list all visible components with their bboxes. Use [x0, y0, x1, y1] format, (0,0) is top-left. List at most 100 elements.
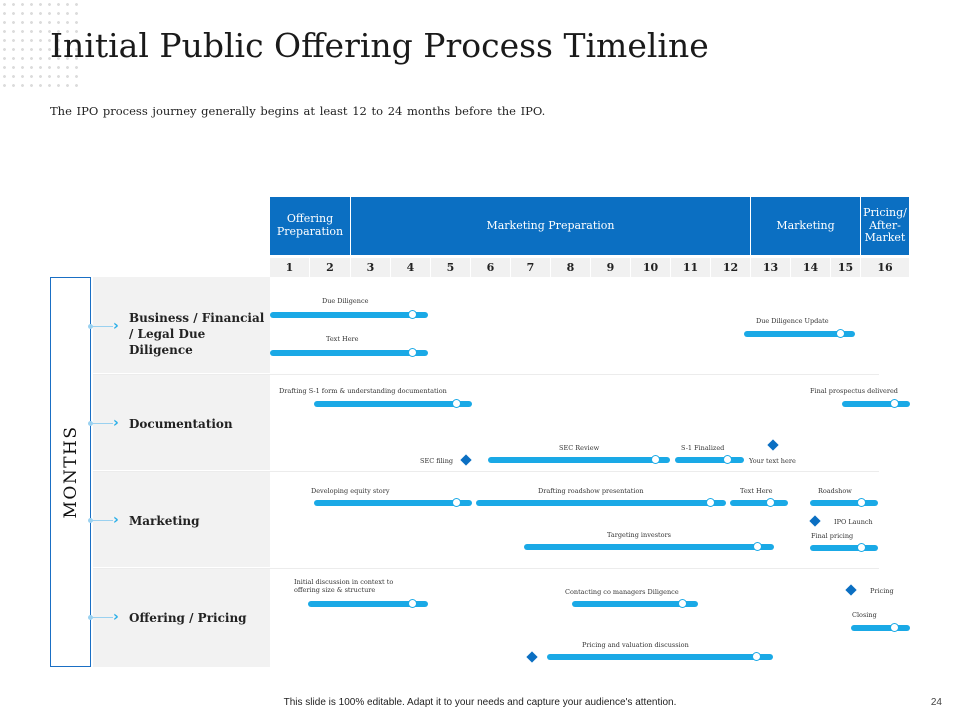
- connector-dot: [88, 615, 93, 620]
- milestone-label: IPO Launch: [834, 518, 873, 526]
- connector-dot: [88, 421, 93, 426]
- month-4: 4: [391, 258, 431, 277]
- connector-line: [91, 520, 113, 521]
- task-bar-knob: [857, 543, 866, 552]
- phase-offering-preparation: Offering Preparation: [270, 197, 351, 255]
- task-label: SEC Review: [559, 444, 600, 452]
- page-subtitle: The IPO process journey generally begins…: [50, 104, 546, 118]
- row-divider: [93, 471, 879, 472]
- milestone-diamond: [460, 454, 472, 466]
- task-bar: [270, 312, 428, 318]
- chevron-right-icon: ›: [113, 609, 119, 625]
- month-6: 6: [471, 258, 511, 277]
- month-8: 8: [551, 258, 591, 277]
- task-bar-knob: [857, 498, 866, 507]
- task-bar-knob: [890, 623, 899, 632]
- task-bar: [851, 625, 910, 631]
- months-axis-box: MONTHS: [50, 277, 91, 667]
- task-label: Drafting roadshow presentation: [538, 487, 644, 495]
- decorative-dot-grid: [0, 0, 80, 88]
- task-bar: [476, 500, 726, 506]
- category-label-due-diligence: Business / Financial / Legal Due Diligen…: [129, 311, 265, 357]
- task-bar-knob: [452, 498, 461, 507]
- milestone-label: SEC filing: [420, 457, 454, 465]
- category-label-documentation: Documentation: [129, 417, 233, 431]
- task-bar: [547, 654, 773, 660]
- chevron-right-icon: ›: [113, 512, 119, 528]
- task-label: Text Here: [740, 487, 773, 495]
- task-bar-knob: [836, 329, 845, 338]
- month-2: 2: [310, 258, 351, 277]
- month-11: 11: [671, 258, 711, 277]
- task-label: Final prospectus delivered: [810, 387, 898, 395]
- task-bar: [842, 401, 910, 407]
- task-bar: [270, 350, 428, 356]
- task-label: Drafting S-1 form & understanding docume…: [279, 387, 447, 395]
- task-label: Roadshow: [818, 487, 852, 495]
- month-3: 3: [351, 258, 391, 277]
- task-bar-knob: [706, 498, 715, 507]
- task-label: Final pricing: [811, 532, 854, 540]
- month-13: 13: [751, 258, 791, 277]
- milestone-label: Pricing: [870, 587, 894, 595]
- page-title: Initial Public Offering Process Timeline: [50, 26, 709, 65]
- month-15: 15: [831, 258, 861, 277]
- task-bar-knob: [408, 310, 417, 319]
- task-bar: [730, 500, 788, 506]
- phase-pricing-after-market: Pricing/ After-Market: [861, 197, 910, 255]
- milestone-diamond: [845, 584, 857, 596]
- connector-line: [91, 423, 113, 424]
- category-label-offering-pricing: Offering / Pricing: [129, 611, 247, 625]
- task-bar: [314, 500, 472, 506]
- category-panel-documentation: [93, 375, 270, 470]
- months-axis-label: MONTHS: [60, 425, 81, 519]
- task-bar: [744, 331, 855, 337]
- task-label: Targeting investors: [607, 531, 672, 539]
- task-bar-knob: [408, 599, 417, 608]
- task-label: Pricing and valuation discussion: [582, 641, 689, 649]
- task-bar: [810, 500, 878, 506]
- connector-line: [91, 326, 113, 327]
- category-panel-marketing: [93, 472, 270, 567]
- milestone-diamond: [526, 651, 538, 663]
- row-divider: [93, 374, 879, 375]
- task-label: Due Diligence: [322, 297, 369, 305]
- task-bar-knob: [753, 542, 762, 551]
- milestone-diamond: [767, 439, 779, 451]
- task-bar-knob: [723, 455, 732, 464]
- month-12: 12: [711, 258, 751, 277]
- task-bar: [308, 601, 428, 607]
- connector-dot: [88, 324, 93, 329]
- category-label-marketing: Marketing: [129, 514, 200, 528]
- row-divider: [93, 568, 879, 569]
- task-bar-knob: [766, 498, 775, 507]
- task-bar-knob: [651, 455, 660, 464]
- task-bar: [810, 545, 878, 551]
- month-16: 16: [861, 258, 910, 277]
- task-bar-knob: [452, 399, 461, 408]
- month-1: 1: [270, 258, 310, 277]
- category-panel-offering-pricing: [93, 569, 270, 667]
- connector-dot: [88, 518, 93, 523]
- task-label: Closing: [852, 611, 877, 619]
- task-bar-knob: [752, 652, 761, 661]
- milestone-diamond: [809, 515, 821, 527]
- phase-marketing: Marketing: [751, 197, 861, 255]
- month-7: 7: [511, 258, 551, 277]
- task-bar-knob: [678, 599, 687, 608]
- task-label: Developing equity story: [311, 487, 390, 495]
- task-bar: [488, 457, 670, 463]
- month-10: 10: [631, 258, 671, 277]
- task-bar: [524, 544, 774, 550]
- task-bar-knob: [890, 399, 899, 408]
- milestone-label: Your text here: [749, 457, 796, 465]
- connector-line: [91, 617, 113, 618]
- task-label: Due Diligence Update: [756, 317, 829, 325]
- month-9: 9: [591, 258, 631, 277]
- chevron-right-icon: ›: [113, 318, 119, 334]
- task-bar: [675, 457, 744, 463]
- task-bar: [314, 401, 472, 407]
- chevron-right-icon: ›: [113, 415, 119, 431]
- page-number: 24: [930, 697, 942, 708]
- month-5: 5: [431, 258, 471, 277]
